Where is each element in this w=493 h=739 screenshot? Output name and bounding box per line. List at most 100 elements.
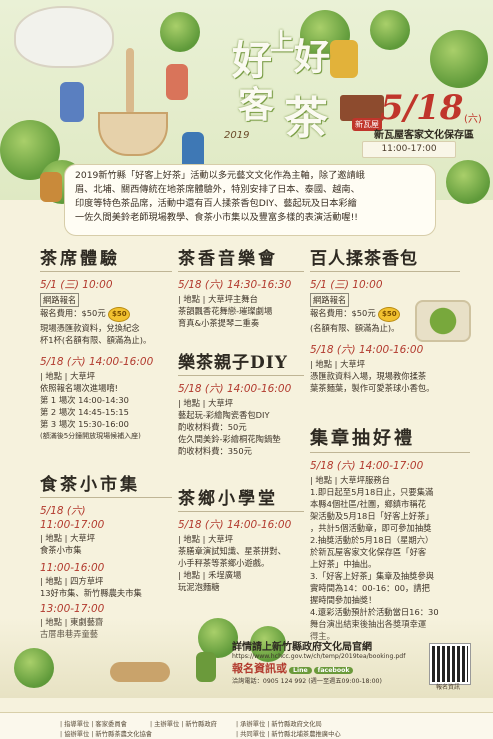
footer-organizer: | 共同單位 | 新竹縣北埔茶農推廣中心 [236,731,341,738]
tree-illustration [14,648,54,688]
section-stamp: 集章抽好禮 5/18 (六) 14:00-17:00 | 地點 | 大草坪服務台… [310,424,470,642]
tea-pour-illustration [126,48,134,114]
coin-icon: $50 [108,307,131,322]
person-illustration [330,40,358,78]
signup-tag: 網路報名 [310,293,350,307]
section-family-diy: 樂茶親子DIY 5/18 (六) 14:00-16:00 | 地點 | 大草坪 … [178,348,304,457]
location-text: | 地點 | 大草坪 [178,398,233,408]
section-title: 樂茶親子DIY [178,348,304,376]
event-year: 2019 [224,130,250,141]
person-illustration [182,132,204,170]
session-slot: 第 2 場次 14:45-15:15 [40,407,129,417]
location-text: | 地點 | 大草坪 [40,533,95,543]
title-char: 上 [270,27,294,56]
rule-text: ，共計5個活動章，即可參加抽獎 [310,523,432,533]
title-char: 茶 [284,93,328,144]
signup-tag: 網路報名 [40,293,80,307]
footer-organizer: | 協辦單位 | 新竹縣茶農文化協會 [60,731,153,738]
picnic-illustration [110,662,170,682]
section-text: 玩泥泡麵糖 [178,582,220,592]
section-text: 茶韻飄香花舞戀-璀璨劇場 [178,306,273,316]
person-illustration [196,652,216,682]
section-date: 5/18 (六) [40,505,86,517]
person-illustration [60,82,84,122]
fee-text: 報名費用：$50元 [40,308,106,318]
location-text: | 地點 | 大草坪 [310,359,365,369]
section-text: 食茶小市集 [40,545,82,555]
rule-text: 2.抽獎活動於5月18日（星期六） [310,535,434,545]
session-slot: 第 1 場次 14:00-14:30 [40,395,129,405]
line-button[interactable]: Line [289,667,312,674]
section-date: 5/18 (六) 14:30-16:30 [178,279,292,291]
tree-illustration [446,160,490,204]
section-text: 藝起玩-彩繪陶瓷香包DIY [178,410,270,420]
intro-line: 2019新竹縣「好客上好茶」活動以多元藝文文化作為主軸，除了邀請峨 [75,170,365,181]
tree-illustration [370,10,410,50]
event-weekday: (六) [464,114,482,125]
section-text: 茶膳章演試知識、星茶拼對、 [178,546,286,556]
section-time: 11:00-16:00 [40,562,105,574]
facebook-button[interactable]: facebook [313,667,354,674]
section-text: 葉茶麵葉，製作可愛茶球小香包。 [310,383,435,393]
intro-line: 眉、北埔、關西傳統在地茶席體驗外，特別安排了日本、泰國、越南、 [75,184,360,195]
section-text: 酌收材料費：50元 [178,422,247,432]
footer-organizer: | 主辦單位 | 新竹縣政府 [150,721,217,728]
section-date: 5/1 (三) 10:00 [40,279,113,291]
section-title: 食茶小市集 [40,470,172,498]
qr-code-icon[interactable] [429,643,471,685]
event-venue: 新瓦屋客家文化保存區 [374,130,474,141]
section-text: (名額有限、額滿為止)。 [310,323,400,333]
location-text: | 地點 | 禾埕廣場 [178,570,242,580]
section-tea-mat: 茶席體驗 5/1 (三) 10:00 網路報名 報名費用：$50元 $50 現場… [40,244,172,442]
intro-box: 2019新竹縣「好客上好茶」活動以多元藝文文化作為主軸，除了邀請峨 眉、北埔、關… [64,164,436,236]
person-illustration [166,64,188,100]
rule-text: 3.「好客上好茶」集章及抽獎參與 [310,571,435,581]
section-title: 茶香音樂會 [178,244,304,272]
info-title: 詳情請上新竹縣政府文化局官網 [232,642,372,653]
location-text: | 地點 | 大草坪 [40,371,95,381]
section-title: 百人揉茶香包 [310,244,460,272]
title-char: 客 [238,84,275,126]
signup-text: 報名資訊或 [232,662,287,675]
section-date: 5/1 (三) 10:00 [310,279,383,291]
section-text: 憑匯款資料入場，現場教你揉茶 [310,371,427,381]
person-illustration [40,172,62,202]
section-date: 5/18 (六) 14:00-16:00 [40,356,154,368]
section-date: 5/18 (六) 14:00-16:00 [310,344,424,356]
section-text: 13好市集、新竹縣農夫市集 [40,588,142,598]
intro-line: 印度等特色茶品席，活動中還有百人揉茶香包DIY、藝起玩及日本彩繪 [75,198,357,209]
section-text: 小手秤茶等茶鄉小遊戲。 [178,558,270,568]
tree-illustration [250,626,286,662]
section-title: 集章抽好禮 [310,424,470,453]
location-text: | 地點 | 大草坪 [178,534,233,544]
section-text: 佐久間美鈴-彩繪桐花陶鍋墊 [178,434,281,444]
footer: | 指導單位 | 客家委員會 | 主辦單位 | 新竹縣政府 | 承辦單位 | 新… [0,712,493,739]
section-title: 茶鄉小學堂 [178,484,304,512]
footer-organizer: | 承辦單位 | 新竹縣政府文化局 [236,721,322,728]
location-text: | 地點 | 大草坪主舞台 [178,294,258,304]
rule-text: 於新瓦屋客家文化保存區「好客 [310,547,427,557]
tree-illustration [198,618,238,658]
section-text: 育真&小茶提琴二重奏 [178,318,260,328]
section-text: 依照報名場次進場唷! [40,383,118,393]
section-school: 茶鄉小學堂 5/18 (六) 14:00-16:00 | 地點 | 大草坪 茶膳… [178,484,304,593]
section-date: 5/18 (六) 14:00-16:00 [178,519,292,531]
section-title: 茶席體驗 [40,244,172,272]
section-time: 13:00-17:00 [40,603,105,615]
tree-illustration [160,12,200,52]
house-illustration [340,95,384,121]
section-sachet: 百人揉茶香包 5/1 (三) 10:00 網路報名 報名費用：$50元 $50 … [310,244,460,394]
event-time: 11:00-17:00 [362,141,456,158]
qr-label: 報名資訊 [435,684,460,691]
info-url-link[interactable]: https://www.hchcc.gov.tw/ch/temp/2019tea… [232,653,406,660]
session-slot: 第 3 場次 15:30-16:00 [40,419,129,429]
footer-organizer: | 指導單位 | 客家委員會 [60,721,127,728]
section-text: 現場憑匯款資料，兌換紀念 [40,323,140,333]
section-date: 5/18 (六) 14:00-17:00 [310,460,424,472]
coin-icon: $50 [378,307,401,322]
session-note: (額滿後5分鐘開放現場候補入座) [40,432,141,440]
rule-text: 本縣4個社區/社團，鄉鎮市稱花 [310,499,426,509]
event-title: 好 上 好 客 茶 [232,22,342,152]
teapot-illustration [14,6,114,68]
